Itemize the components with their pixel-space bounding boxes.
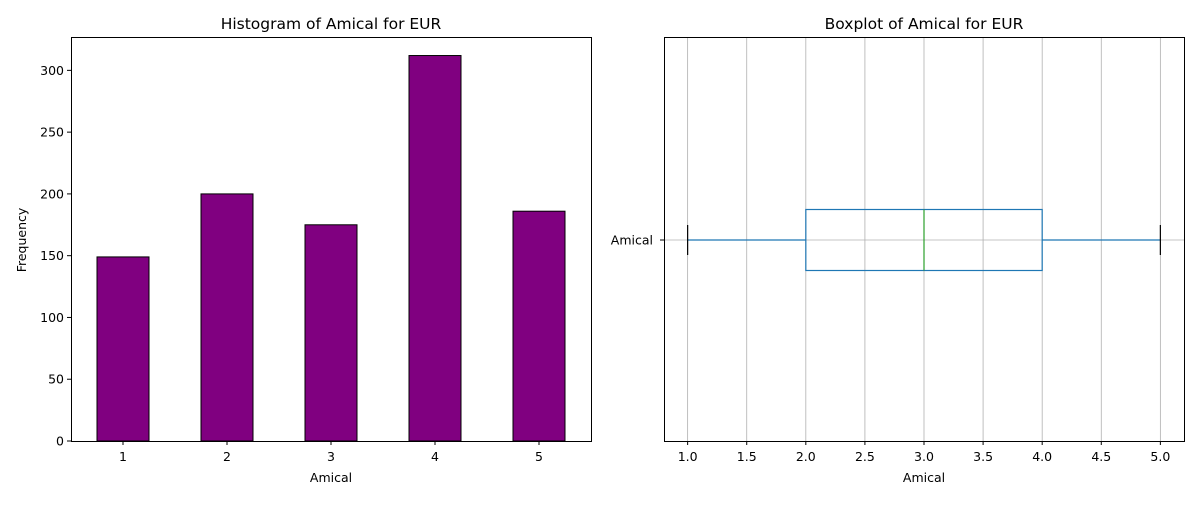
boxplot-x-tick-label: 5.0 [1150, 449, 1170, 464]
histogram-y-tick-label: 150 [40, 248, 64, 263]
histogram-title: Histogram of Amical for EUR [221, 15, 442, 33]
boxplot-panel: Boxplot of Amical for EUR 1.0 1.5 2.0 2.5 3.… [611, 15, 1185, 485]
boxplot-x-tick-label: 1.5 [737, 449, 757, 464]
histogram-x-tick-label: 2 [223, 449, 231, 464]
histogram-axes-frame [71, 37, 592, 442]
histogram-x-tick-label: 3 [327, 449, 335, 464]
boxplot-x-tick-label: 1.0 [678, 449, 698, 464]
histogram-y-tick-label: 200 [40, 186, 64, 201]
histogram-x-tick-label: 1 [119, 449, 127, 464]
histogram-y-tick-label: 250 [40, 125, 64, 140]
histogram-y-axis-label: Frequency [14, 207, 29, 272]
histogram-bar [304, 224, 358, 442]
histogram-bars [96, 55, 566, 442]
boxplot-x-tick-label: 4.0 [1032, 449, 1052, 464]
boxplot-x-tick-label: 3.0 [914, 449, 934, 464]
histogram-bar [408, 55, 462, 442]
boxplot-title: Boxplot of Amical for EUR [825, 15, 1024, 33]
boxplot-y-tick-label: Amical [611, 233, 653, 248]
histogram-bar [512, 210, 566, 442]
histogram-panel: Histogram of Amical for EUR 0 50 100 150 200… [14, 15, 592, 485]
boxplot-x-ticks: 1.0 1.5 2.0 2.5 3.0 3.5 4.0 4.5 5.0 [678, 441, 1170, 464]
histogram-y-tick-label: 300 [40, 63, 64, 78]
histogram-y-ticks: 0 50 100 150 200 250 300 [40, 63, 71, 449]
histogram-x-ticks: 1 2 3 4 5 [119, 441, 543, 464]
boxplot-elements [687, 208, 1161, 272]
histogram-bar [96, 256, 150, 442]
histogram-y-tick-label: 0 [56, 434, 64, 449]
boxplot-x-tick-label: 2.5 [855, 449, 875, 464]
boxplot-x-tick-label: 3.5 [973, 449, 993, 464]
boxplot-axes-frame [664, 37, 1185, 442]
histogram-y-tick-label: 100 [40, 310, 64, 325]
boxplot-x-axis-label: Amical [903, 470, 945, 485]
boxplot-x-tick-label: 2.0 [796, 449, 816, 464]
histogram-x-tick-label: 5 [535, 449, 543, 464]
boxplot-x-tick-label: 4.5 [1091, 449, 1111, 464]
histogram-y-tick-label: 50 [48, 372, 64, 387]
histogram-x-axis-label: Amical [310, 470, 352, 485]
histogram-x-tick-label: 4 [431, 449, 439, 464]
histogram-bar [200, 193, 254, 442]
